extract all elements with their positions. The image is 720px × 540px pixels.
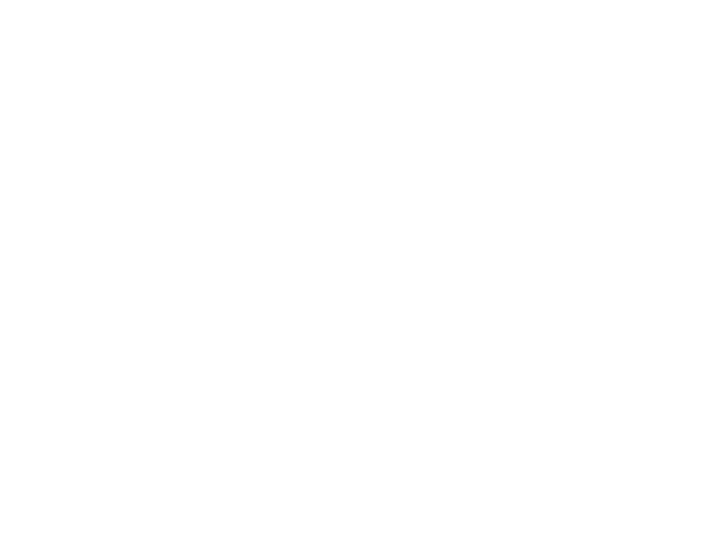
- Text: Membrane Reactors to Improve Selectivity: Membrane Reactors to Improve Selectivity: [212, 51, 720, 71]
- Text: dm: dm: [50, 363, 80, 381]
- Text: For the PFR, B enters along with A. The reactor volume is 50: For the PFR, B enters along with A. The …: [50, 324, 605, 342]
- Text: 3: 3: [585, 354, 595, 368]
- Text: therefore, we feed B through the membrane. The molar flow: therefore, we feed B through the membran…: [50, 207, 607, 225]
- Text: rate of A entering the reactor is 4 mol/s and that of B entering: rate of A entering the reactor is 4 mol/…: [50, 246, 624, 264]
- Text: $\tilde{S}$: $\tilde{S}$: [551, 417, 564, 441]
- Text: and the entering total concentration is 0.8 mol/dm: and the entering total concentration is …: [96, 363, 568, 381]
- Text: , as a: , as a: [627, 417, 677, 435]
- Text: We  see  that  to  maximize: We see that to maximize: [50, 130, 314, 147]
- Text: in Multiple Reactions: in Multiple Reactions: [80, 92, 345, 112]
- Text: $_{D/U}$: $_{D/U}$: [575, 425, 594, 438]
- Text: 3: 3: [88, 354, 96, 368]
- Text: function of reactor volume for both the MR and PFR.: function of reactor volume for both the …: [50, 456, 529, 474]
- Text: $\mathit{S}$: $\mathit{S}$: [333, 127, 347, 146]
- Text: the molar flow rates and overall selectivity,: the molar flow rates and overall selecti…: [92, 417, 510, 435]
- Text: Plot: Plot: [50, 417, 91, 435]
- Text: $\mathit{D/U}$: $\mathit{D/U}$: [355, 133, 382, 147]
- Text: through the membrane is 4 mol/s as shown in Figure E8.8.1.: through the membrane is 4 mol/s as shown…: [50, 285, 605, 303]
- Text: we  need  to  keep  the: we need to keep the: [387, 130, 611, 147]
- Text: .: .: [593, 363, 599, 381]
- Text: Example 8-8: Example 8-8: [43, 51, 198, 71]
- FancyBboxPatch shape: [545, 407, 631, 446]
- Text: concentration  of  A  high  and  the  concentration  of  B  low;: concentration of A high and the concentr…: [50, 168, 613, 186]
